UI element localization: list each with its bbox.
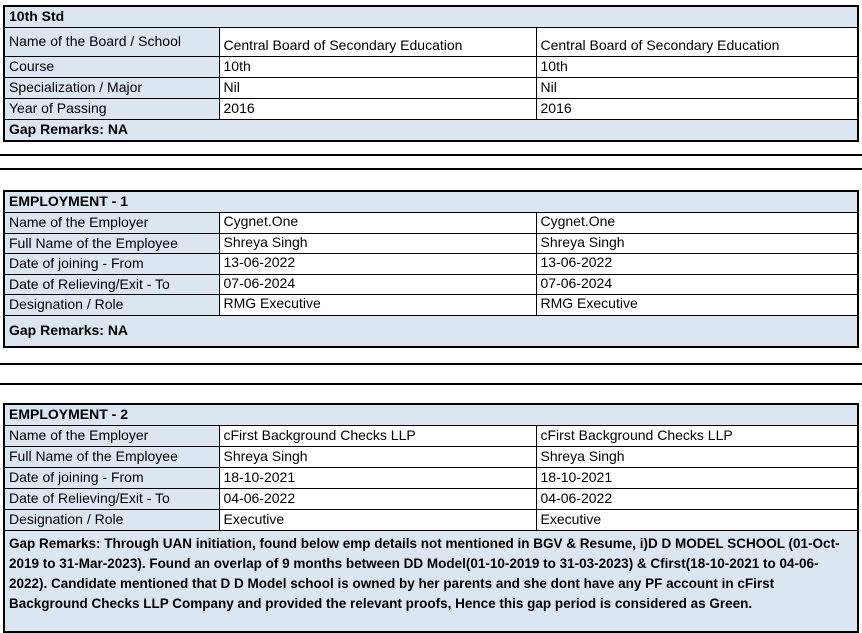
table-row: Full Name of the Employee Shreya Singh S…	[3, 446, 859, 468]
row-value-cell: cFirst Background Checks LLP	[218, 425, 537, 447]
table-row: Date of Relieving/Exit - To 07-06-2024 0…	[3, 273, 859, 295]
section-header-cell: EMPLOYMENT - 2	[3, 403, 859, 426]
row-label-cell: Date of Relieving/Exit - To	[3, 488, 220, 510]
gap-remarks-cell: Gap Remarks: NA	[3, 314, 859, 347]
row-label-cell: Name of the Employer	[3, 425, 220, 447]
table-row: Course 10th 10th	[3, 56, 859, 78]
row-value-cell: 07-06-2024	[535, 273, 859, 295]
row-value-cell: Shreya Singh	[535, 232, 859, 254]
row-label-cell: Date of Relieving/Exit - To	[3, 273, 220, 295]
row-value-cell: Shreya Singh	[535, 446, 859, 468]
separator-line	[0, 168, 862, 170]
table-row: Gap Remarks: NA	[3, 314, 859, 347]
row-label-cell: Year of Passing	[3, 98, 220, 120]
row-value-cell: cFirst Background Checks LLP	[535, 425, 859, 447]
row-label-cell: Date of joining - From	[3, 253, 220, 275]
row-value-cell: 04-06-2022	[535, 488, 859, 510]
row-value-cell: Executive	[218, 509, 537, 531]
row-value-cell: 2016	[535, 98, 859, 120]
table-row: Designation / Role Executive Executive	[3, 509, 859, 531]
row-label-cell: Specialization / Major	[3, 77, 220, 99]
row-label-cell: Designation / Role	[3, 509, 220, 531]
row-label-cell: Full Name of the Employee	[3, 232, 220, 254]
row-value-cell: Cygnet.One	[535, 212, 859, 234]
table-row: Year of Passing 2016 2016	[3, 98, 859, 120]
row-value-cell: Central Board of Secondary Education	[218, 27, 537, 57]
table-row: Name of the Employer Cygnet.One Cygnet.O…	[3, 212, 859, 234]
row-value-cell: Shreya Singh	[218, 446, 537, 468]
row-value-cell: 10th	[535, 56, 859, 78]
row-value-cell: Central Board of Secondary Education	[535, 27, 859, 57]
education-10th-table: 10th Std Name of the Board / School Cent…	[3, 5, 860, 142]
row-label-cell: Date of joining - From	[3, 467, 220, 489]
row-label-cell: Name of the Board / School	[3, 27, 220, 57]
row-value-cell: Shreya Singh	[218, 232, 537, 254]
row-value-cell: RMG Executive	[218, 294, 537, 316]
row-label-cell: Course	[3, 56, 220, 78]
row-label-cell: Designation / Role	[3, 294, 220, 316]
row-value-cell: 13-06-2022	[535, 253, 859, 275]
row-value-cell: 10th	[218, 56, 537, 78]
row-value-cell: 2016	[218, 98, 537, 120]
table-row: Full Name of the Employee Shreya Singh S…	[3, 232, 859, 254]
row-value-cell: 18-10-2021	[218, 467, 537, 489]
separator-line	[0, 363, 862, 365]
table-row: Specialization / Major Nil Nil	[3, 77, 859, 99]
gap-remarks-cell: Gap Remarks: NA	[3, 119, 859, 142]
row-value-cell: 07-06-2024	[218, 273, 537, 295]
row-value-cell: 04-06-2022	[218, 488, 537, 510]
table-row: EMPLOYMENT - 1	[3, 190, 859, 213]
row-value-cell: Executive	[535, 509, 859, 531]
table-row: Date of Relieving/Exit - To 04-06-2022 0…	[3, 488, 859, 510]
table-row: Name of the Employer cFirst Background C…	[3, 425, 859, 447]
table-row: Date of joining - From 18-10-2021 18-10-…	[3, 467, 859, 489]
row-value-cell: Cygnet.One	[218, 212, 537, 234]
table-row: Name of the Board / School Central Board…	[3, 27, 859, 57]
section-header-cell: EMPLOYMENT - 1	[3, 190, 859, 213]
row-value-cell: Nil	[218, 77, 537, 99]
row-label-cell: Full Name of the Employee	[3, 446, 220, 468]
table-row: 10th Std	[3, 5, 859, 28]
row-value-cell: Nil	[535, 77, 859, 99]
table-row: Gap Remarks: NA	[3, 119, 859, 142]
employment-1-table: EMPLOYMENT - 1 Name of the Employer Cygn…	[3, 190, 860, 348]
table-row: Date of joining - From 13-06-2022 13-06-…	[3, 253, 859, 275]
row-value-cell: 18-10-2021	[535, 467, 859, 489]
table-row: EMPLOYMENT - 2	[3, 403, 859, 426]
row-value-cell: 13-06-2022	[218, 253, 537, 275]
table-row: Gap Remarks: Through UAN initiation, fou…	[3, 530, 859, 633]
separator-line	[0, 383, 862, 385]
table-row: Designation / Role RMG Executive RMG Exe…	[3, 294, 859, 316]
row-label-cell: Name of the Employer	[3, 212, 220, 234]
section-header-cell: 10th Std	[3, 5, 859, 28]
employment-2-table: EMPLOYMENT - 2 Name of the Employer cFir…	[3, 403, 860, 633]
gap-remarks-cell: Gap Remarks: Through UAN initiation, fou…	[3, 530, 859, 633]
separator-line	[0, 154, 862, 156]
row-value-cell: RMG Executive	[535, 294, 859, 316]
